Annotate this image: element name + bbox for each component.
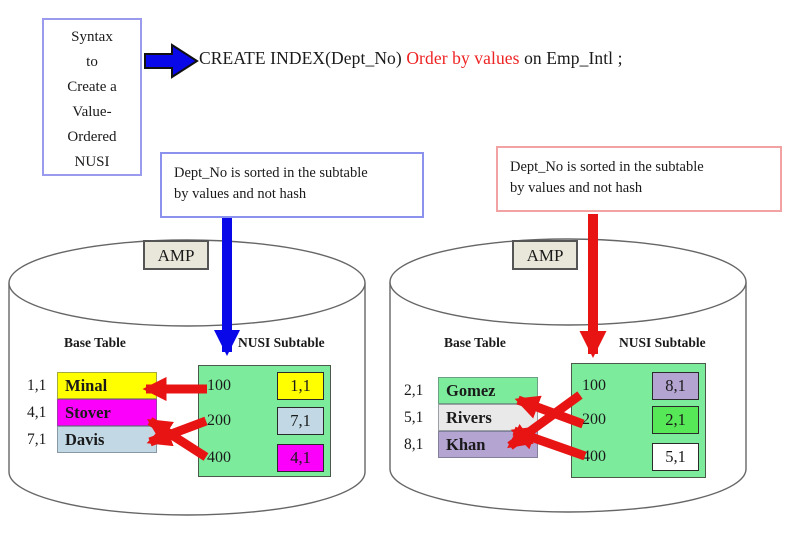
row-id: 2,1: [404, 381, 424, 399]
base-table-left: 1,1 Minal 4,1 Stover 7,1 Davis: [27, 372, 157, 453]
table-row: 8,1 Khan: [404, 431, 538, 458]
row-id: 4,1: [27, 403, 47, 421]
subtable-row: 100 8,1: [582, 372, 699, 400]
rowid-box: 1,1: [277, 372, 324, 400]
index-value: 200: [582, 411, 606, 428]
row-id: 7,1: [27, 430, 47, 448]
rowid-box: 2,1: [652, 406, 699, 434]
row-name-cell: Gomez: [438, 377, 538, 404]
callout-left-line1: Dept_No is sorted in the subtable: [174, 165, 368, 181]
syntax-line: Create a: [67, 79, 117, 95]
row-name-cell: Davis: [57, 426, 157, 453]
subtable-row: 200 2,1: [582, 406, 699, 434]
table-row: 2,1 Gomez: [404, 377, 538, 404]
index-value: 200: [207, 412, 231, 429]
nusi-subtable-right: 100 8,1 200 2,1 400 5,1: [571, 363, 706, 478]
nusi-subtable-left: 100 1,1 200 7,1 400 4,1: [198, 365, 331, 477]
row-name-cell: Stover: [57, 399, 157, 426]
callout-left: Dept_No is sorted in the subtable by val…: [160, 152, 424, 218]
rowid-box: 5,1: [652, 443, 699, 471]
index-value: 400: [207, 449, 231, 466]
amp-label-right: AMP: [512, 240, 578, 270]
table-row: 1,1 Minal: [27, 372, 157, 399]
base-table-right: 2,1 Gomez 5,1 Rivers 8,1 Khan: [404, 377, 538, 458]
row-name-cell: Minal: [57, 372, 157, 399]
row-name-cell: Rivers: [438, 404, 538, 431]
callout-left-line2: by values and not hash: [174, 186, 307, 202]
row-id: 8,1: [404, 435, 424, 453]
callout-right-line1: Dept_No is sorted in the subtable: [510, 159, 704, 175]
callout-right-line2: by values and not hash: [510, 180, 643, 196]
nusi-subtable-label-left: NUSI Subtable: [238, 335, 325, 350]
subtable-row: 100 1,1: [207, 372, 324, 400]
rowid-box: 7,1: [277, 407, 324, 435]
index-value: 400: [582, 448, 606, 465]
statement-orderby-part: Order by values: [401, 48, 525, 68]
syntax-line: Syntax: [71, 29, 113, 45]
nusi-subtable-label-right: NUSI Subtable: [619, 335, 706, 350]
statement-table-part: on Emp_Intl ;: [524, 48, 623, 68]
statement-create-part: CREATE INDEX(Dept_No): [199, 48, 402, 68]
subtable-row: 200 7,1: [207, 407, 324, 435]
row-name-cell: Khan: [438, 431, 538, 458]
rowid-box: 8,1: [652, 372, 699, 400]
amp-label-left: AMP: [143, 240, 209, 270]
table-row: 4,1 Stover: [27, 399, 157, 426]
subtable-row: 400 5,1: [582, 443, 699, 471]
rowid-box: 4,1: [277, 444, 324, 472]
syntax-line: NUSI: [74, 154, 110, 170]
subtable-row: 400 4,1: [207, 444, 324, 472]
row-id: 5,1: [404, 408, 424, 426]
create-index-statement: CREATE INDEX(Dept_No) Order by values on…: [199, 48, 623, 69]
base-table-label-right: Base Table: [444, 335, 506, 350]
index-value: 100: [582, 377, 606, 394]
syntax-line: Ordered: [67, 129, 117, 145]
row-id: 1,1: [27, 376, 47, 394]
table-row: 7,1 Davis: [27, 426, 157, 453]
table-row: 5,1 Rivers: [404, 404, 538, 431]
syntax-line: to: [86, 54, 98, 70]
syntax-line: Value-: [72, 104, 112, 120]
callout-right: Dept_No is sorted in the subtable by val…: [496, 146, 782, 212]
index-value: 100: [207, 377, 231, 394]
base-table-label-left: Base Table: [64, 335, 126, 350]
syntax-title-box: Syntax to Create a Value- Ordered NUSI: [42, 18, 142, 176]
